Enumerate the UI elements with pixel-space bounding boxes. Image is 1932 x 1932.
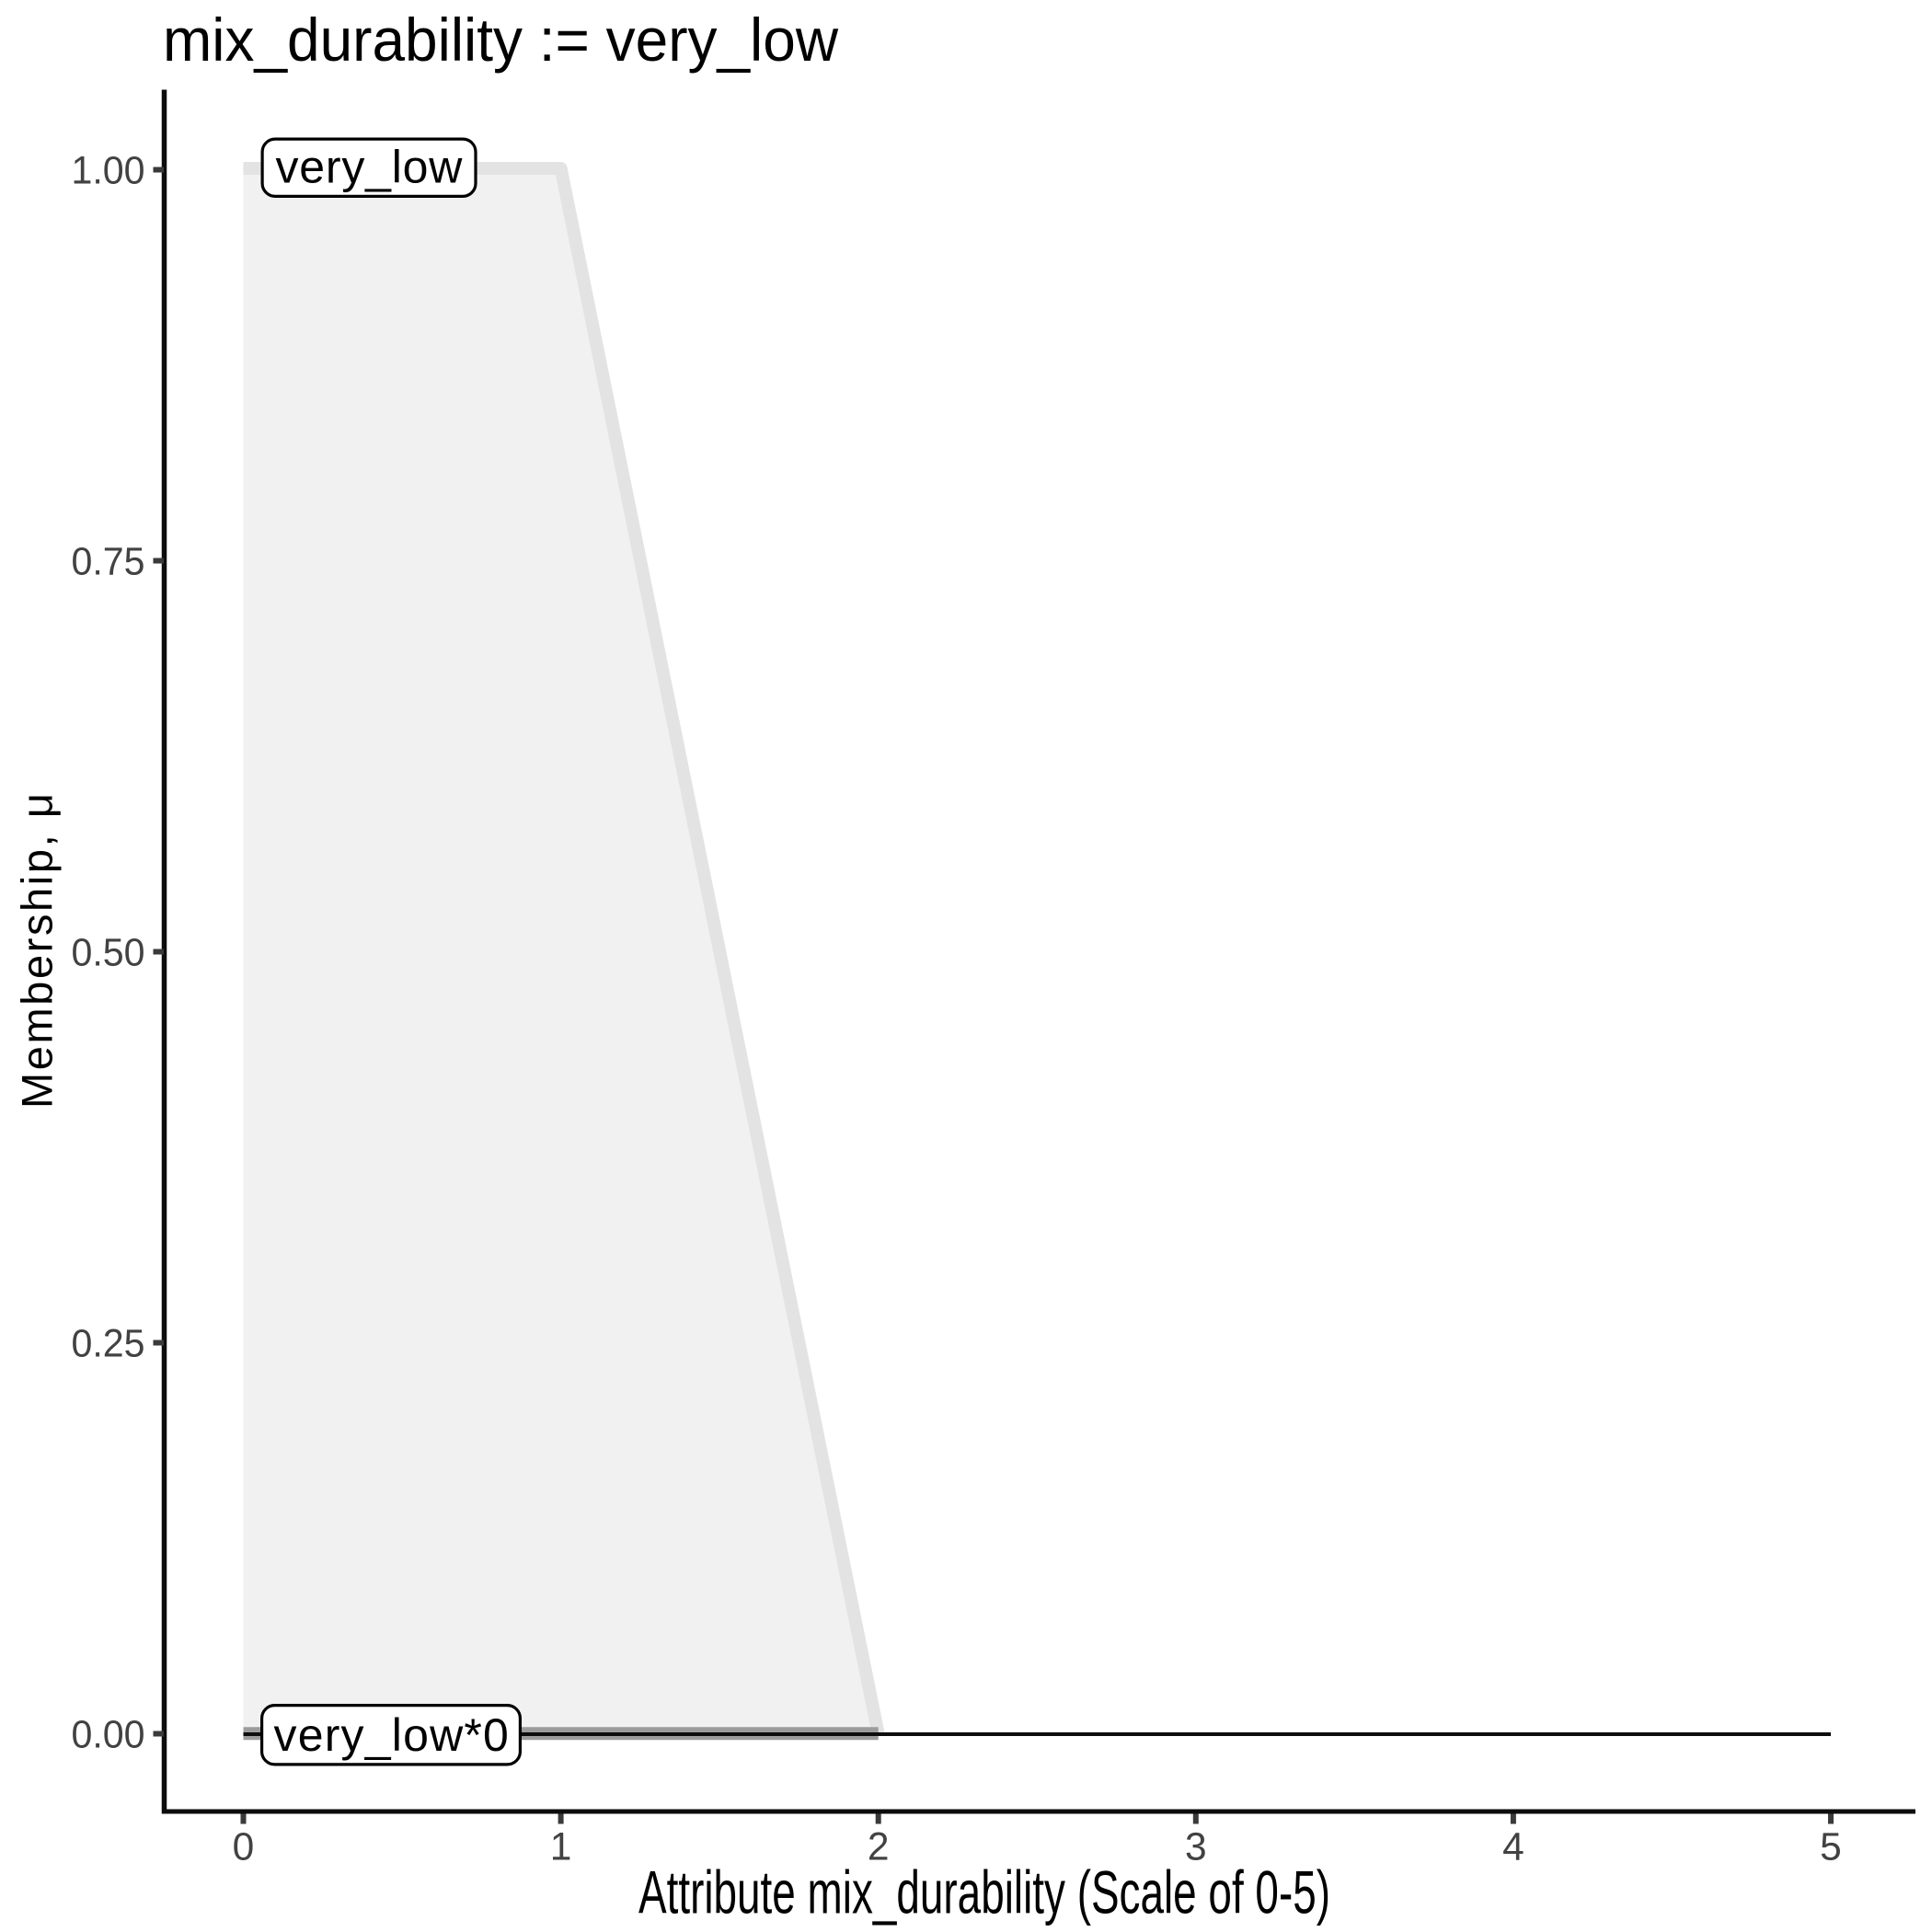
svg-text:very_low*0: very_low*0 (274, 1709, 511, 1761)
svg-text:0.50: 0.50 (72, 932, 145, 975)
svg-text:very_low: very_low (276, 142, 464, 193)
svg-text:3: 3 (1185, 1826, 1207, 1869)
svg-text:1: 1 (550, 1826, 572, 1869)
svg-text:2: 2 (868, 1826, 890, 1869)
svg-text:0: 0 (233, 1826, 255, 1869)
svg-text:Membership, μ: Membership, μ (13, 793, 62, 1109)
svg-text:4: 4 (1502, 1826, 1524, 1869)
svg-text:5: 5 (1820, 1826, 1842, 1869)
svg-text:0.00: 0.00 (72, 1714, 145, 1757)
svg-text:Attribute mix_durability (Scal: Attribute mix_durability (Scale of 0-5) (638, 1858, 1330, 1926)
svg-text:0.25: 0.25 (72, 1323, 145, 1366)
svg-text:0.75: 0.75 (72, 541, 145, 584)
svg-text:mix_durability := very_low: mix_durability := very_low (163, 6, 838, 74)
svg-text:1.00: 1.00 (72, 150, 145, 193)
